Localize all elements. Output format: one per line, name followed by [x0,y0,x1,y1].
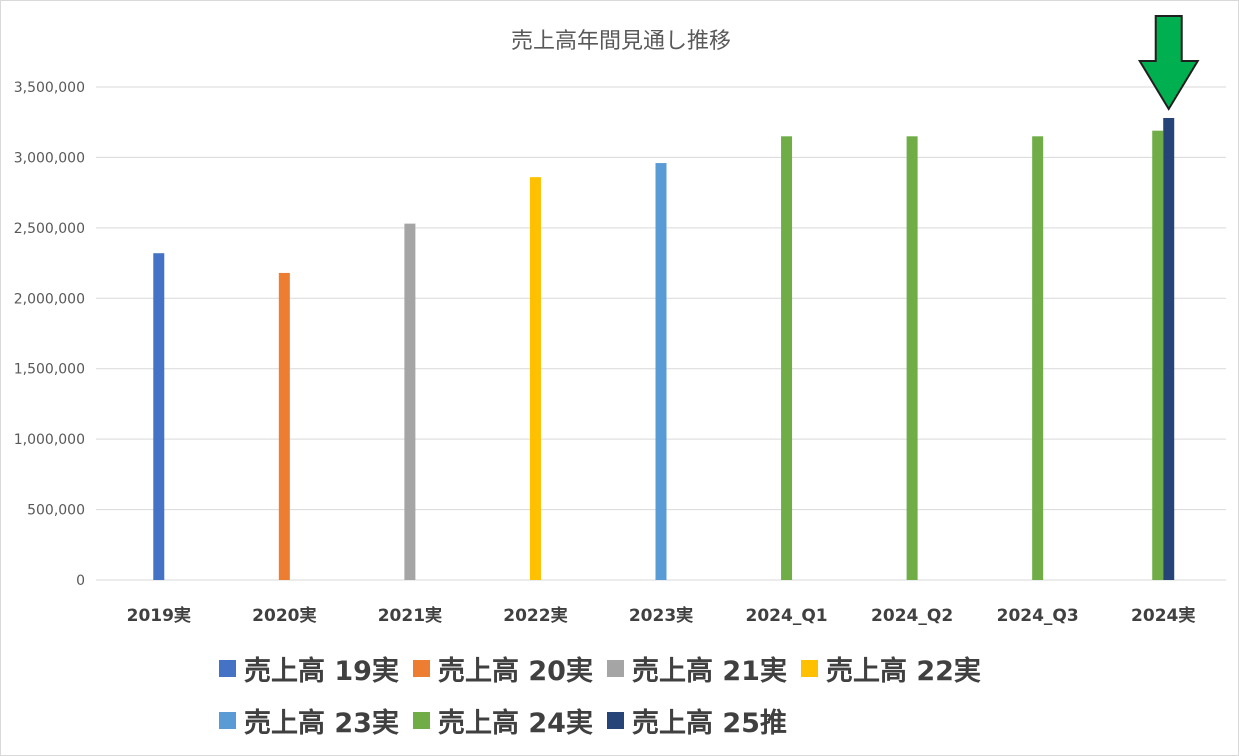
legend-item: 売上高 23実 [219,699,399,741]
x-tick-label: 2024_Q1 [746,606,828,626]
y-tick-label: 3,500,000 [14,80,85,96]
legend-item: 売上高 21実 [606,647,787,689]
bar [906,136,918,581]
legend-label: 売上高 23実 [244,707,399,739]
legend-item: 売上高 20実 [412,647,593,689]
legend-swatch [219,711,236,729]
legend-label: 売上高 20実 [437,655,593,687]
legend-swatch [412,659,430,677]
legend-item: 売上高 22実 [800,647,981,689]
x-tick-label: 2024実 [1131,605,1195,626]
legend-item: 売上高 19実 [219,647,399,689]
x-tick-label: 2023実 [629,605,693,626]
y-tick-label: 3,000,000 [14,150,85,166]
bar [655,163,667,580]
legend-label: 売上高 25推 [631,707,787,739]
y-tick-label: 1,500,000 [14,362,85,378]
legend-swatch [412,711,430,729]
legend-label: 売上高 22実 [825,655,981,687]
x-tick-label: 2020実 [252,605,316,626]
chart-title: 売上高年間見通し推移 [511,29,731,54]
legend: 売上高 19実 売上高 20実 売上高 21実 売上高 22実売上高 23実 売上高 2… [219,647,1079,741]
legend-swatch [219,659,236,677]
x-axis-tick-labels: 2019実 2020実 2021実 2022実 2023実 2024_Q1 2024_Q2 2… [127,605,1196,626]
x-tick-label: 2022実 [503,605,567,626]
bar [278,272,290,580]
annotation-layer [1137,15,1200,111]
down-arrow-icon [1137,15,1200,111]
bar [404,223,416,581]
y-tick-label: 0 [76,573,85,589]
bar [1152,130,1164,580]
legend-label: 売上高 24実 [437,707,593,739]
x-tick-label: 2024_Q3 [997,606,1079,626]
bar [153,253,165,580]
x-tick-label: 2024_Q2 [871,606,953,626]
y-tick-label: 1,000,000 [14,432,85,448]
legend-swatch [606,659,624,677]
legend-label: 売上高 21実 [631,655,787,687]
legend-label: 売上高 19実 [244,655,399,687]
bar [1163,117,1175,580]
y-tick-label: 2,000,000 [14,291,85,307]
y-tick-label: 2,500,000 [14,221,85,237]
x-tick-label: 2019実 [127,605,191,626]
bar [1032,136,1044,581]
y-axis-tick-labels: 0 500,000 1,000,000 1,500,000 2,000,000 2,500… [14,80,85,589]
bars [153,117,1175,581]
legend-swatch [800,659,818,677]
legend-item: 売上高 24実 [412,699,593,741]
bar [529,177,541,581]
y-tick-label: 500,000 [27,503,85,519]
x-tick-label: 2021実 [378,605,442,626]
legend-swatch [606,711,624,729]
legend-item: 売上高 25推 [606,699,787,741]
bar [781,136,793,581]
